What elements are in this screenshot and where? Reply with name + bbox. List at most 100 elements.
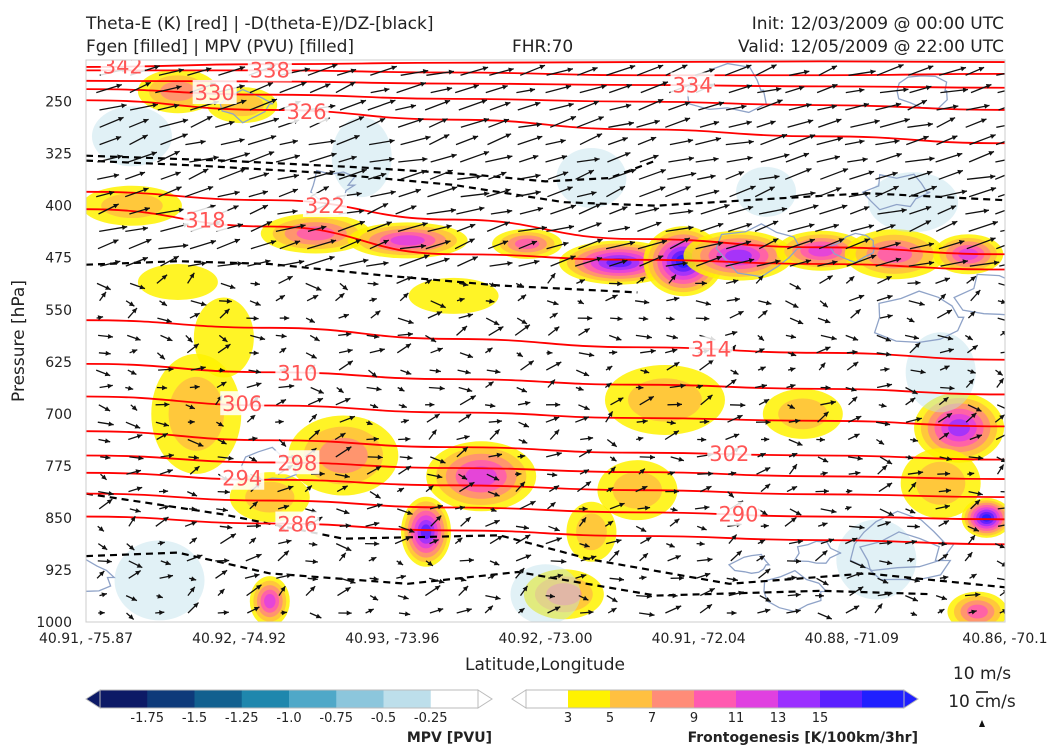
wind-vector-head [344, 473, 350, 479]
wind-vector-head [713, 156, 719, 162]
wind-vector-head [887, 540, 893, 546]
wind-vector-head [108, 190, 115, 196]
wind-vector-head [407, 331, 413, 337]
wind-vector-head [903, 87, 909, 93]
wind-vector-head [494, 520, 500, 525]
wind-vector-head [962, 259, 968, 265]
wind-vector-head [270, 135, 277, 140]
fgen-fill-shape [602, 12, 672, 52]
wind-vector-head [194, 384, 200, 390]
wind-vector-head [928, 260, 935, 266]
x-tick-label: 40.86, -70.1 [962, 631, 1047, 647]
wind-vector-head [638, 385, 644, 391]
wind-vector-head [705, 301, 711, 306]
wind-vector-head [405, 436, 411, 442]
wind-vector-head [229, 284, 236, 289]
mpv-colorbar-segment [430, 690, 479, 708]
wind-vector-head [507, 261, 513, 266]
wind-vector-head [421, 169, 427, 175]
mpv-contour-line [861, 173, 931, 211]
wind-vector-head [114, 260, 121, 265]
wind-vector-head [684, 117, 691, 123]
wind-vector-head [809, 238, 815, 244]
wind-vector-head [858, 294, 865, 300]
theta-e-label-bg [275, 360, 320, 385]
wind-vector-head [468, 557, 474, 563]
wind-vector-head [484, 191, 490, 197]
wind-vector-head [403, 595, 409, 600]
theta-e-label-bg [183, 207, 228, 232]
wind-vector-head [795, 418, 801, 424]
wind-vector-head [534, 101, 541, 107]
wind-vector-head [819, 437, 825, 443]
wind-vector-head [671, 348, 678, 354]
wind-vector [637, 239, 668, 250]
wind-vector-head [878, 439, 885, 445]
wind-vector-head [746, 120, 752, 126]
wind-vector-head [422, 69, 429, 74]
wind-vector-head [927, 122, 933, 127]
wind-vector-head [254, 573, 260, 579]
wind-vector-head [958, 240, 965, 245]
wind-vector [998, 106, 1005, 111]
wind-vector-head [340, 552, 346, 559]
vector-reference-vertical-arrowhead [979, 720, 985, 727]
wind-vector-head [427, 560, 433, 566]
wind-vector-head [355, 239, 361, 244]
wind-vector-head [505, 188, 511, 194]
wind-vector-head [947, 335, 954, 341]
wind-vector-head [946, 456, 952, 462]
theta-e-label-bg [247, 60, 292, 82]
wind-vector-head [293, 173, 299, 179]
wind-vector-head [912, 389, 918, 394]
wind-vector-head [197, 442, 204, 447]
wind-vector-head [758, 335, 764, 341]
wind-vector [307, 63, 338, 76]
wind-vector-head [459, 505, 465, 511]
wind-vector-head [834, 155, 840, 161]
wind-vector [1000, 229, 1005, 233]
wind-vector-head [968, 471, 975, 477]
wind-vector-head [525, 554, 532, 560]
wind-vector-head [1001, 562, 1005, 567]
mpv-colorbar-segment [100, 690, 148, 708]
fgen-colorbar-segment [820, 690, 863, 708]
wind-vector-head [164, 402, 170, 408]
wind-vector [1000, 351, 1005, 354]
wind-vector-head [437, 504, 443, 510]
wind-vector-head [175, 171, 181, 177]
wind-vector-head [555, 402, 561, 408]
wind-vector-head [824, 318, 831, 324]
theta-e-label: 318 [185, 208, 225, 232]
wind-vector-head [315, 613, 322, 619]
x-tick-label: 40.91, -75.87 [39, 631, 133, 647]
wind-vector-head [521, 319, 527, 324]
wind-vector-head [962, 87, 968, 93]
wind-vector-head [162, 433, 168, 438]
wind-vector-head [911, 539, 917, 545]
wind-vector-head [1006, 318, 1012, 323]
wind-vector-head [887, 591, 893, 597]
wind-vector-head [128, 545, 135, 551]
wind-vector-head [748, 258, 755, 263]
wind-vector-head [999, 414, 1005, 420]
wind-vector-head [386, 221, 392, 227]
wind-vector-head [868, 170, 875, 176]
wind-vector-head [506, 209, 513, 214]
wind-vector-head [949, 385, 955, 391]
wind-vector-head [863, 206, 870, 211]
wind-vector-head [945, 471, 951, 477]
wind-vector-head [870, 69, 876, 75]
theta-e-label: 302 [709, 442, 749, 466]
wind-vector-head [136, 563, 143, 568]
wind-vector [820, 168, 849, 180]
wind-vector-head [434, 585, 441, 591]
wind-vector-head [557, 573, 563, 579]
wind-vector-head [1010, 206, 1016, 211]
wind-vector-head [426, 279, 432, 285]
wind-vector-head [371, 372, 377, 378]
wind-vector-head [437, 347, 443, 353]
wind-vector-head [734, 297, 740, 303]
wind-vector-head [339, 433, 346, 438]
wind-vector-head [1006, 350, 1011, 355]
